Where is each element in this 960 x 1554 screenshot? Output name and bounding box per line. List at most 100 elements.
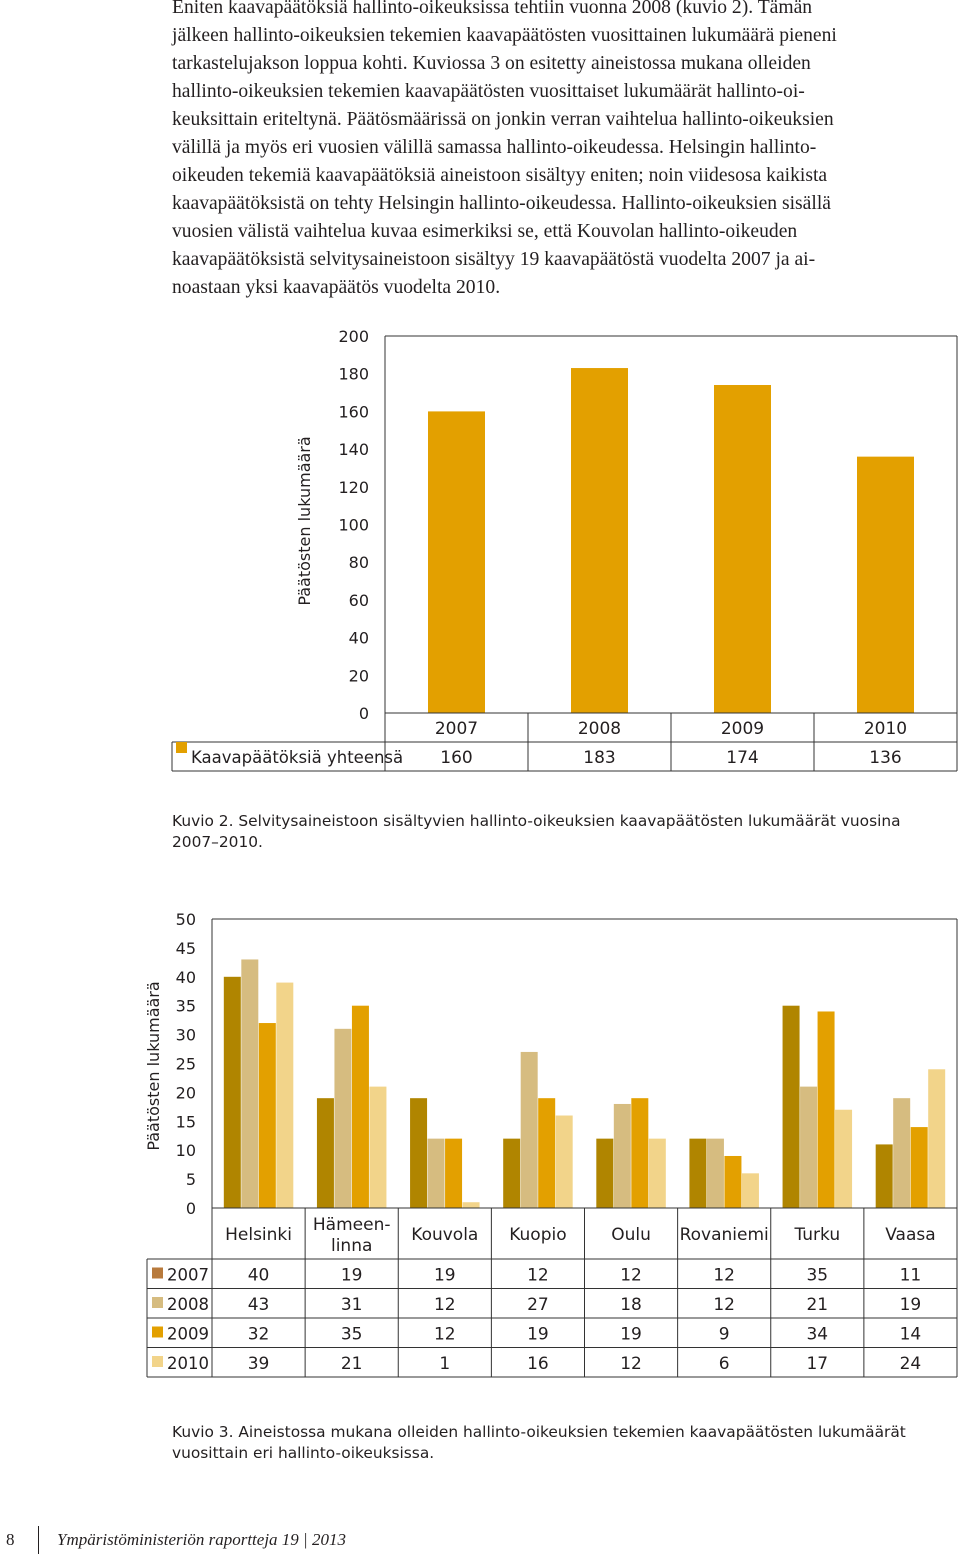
- table-value: 6: [719, 1354, 730, 1374]
- table-value: 183: [583, 748, 615, 768]
- bar-2008: [893, 1098, 911, 1208]
- table-value: 35: [341, 1325, 363, 1345]
- chart-kuvio-2: 0 20 40 60 80 100 120 140 160 180 200 Päätösten luk…: [171, 327, 958, 772]
- y-tick-label: 0: [359, 704, 369, 723]
- bar-2010: [369, 1086, 387, 1208]
- table-value: 12: [620, 1354, 642, 1374]
- table-value: 160: [440, 748, 472, 768]
- y-tick-label: 40: [349, 629, 369, 648]
- x-category-label: Vaasa: [885, 1225, 935, 1245]
- body-line: vuosien välistä vaihtelua kuvaa esimerki…: [172, 221, 798, 242]
- body-line: tarkastelujakson loppua kohti. Kuviossa …: [172, 53, 811, 74]
- bar-2009: [351, 1005, 369, 1208]
- table-value: 24: [900, 1354, 922, 1374]
- bar-2008: [800, 1086, 818, 1208]
- table-value: 21: [806, 1295, 828, 1315]
- y-tick-label: 35: [176, 997, 196, 1016]
- legend-series-name: 2007: [167, 1266, 209, 1285]
- legend-series-name: 2010: [167, 1354, 209, 1373]
- body-line: kaavapäätöksistä on tehty Helsingin hall…: [172, 193, 831, 214]
- x-category-label: Oulu: [611, 1225, 651, 1245]
- table-value: 18: [620, 1295, 642, 1315]
- y-tick-label: 140: [338, 440, 369, 459]
- legend-swatch-2010: [152, 1356, 163, 1367]
- y-tick-label: 45: [176, 939, 196, 958]
- bar-2010: [928, 1069, 946, 1208]
- bar-2010: [648, 1138, 666, 1208]
- table-value: 19: [434, 1266, 456, 1286]
- table-value: 14: [900, 1325, 922, 1345]
- table-value: 12: [527, 1266, 549, 1286]
- y-tick-label: 200: [338, 327, 369, 346]
- body-line: välillä ja myös eri vuosien välillä sama…: [172, 137, 817, 158]
- page-footer: 8 Ympäristöministeriön raportteja 19 | 2…: [0, 1526, 960, 1554]
- table-value: 19: [900, 1295, 922, 1315]
- body-line: oikeuden tekemiä kaavapäätöksiä aineisto…: [172, 165, 828, 186]
- bar-2010: [555, 1115, 573, 1208]
- bar-2007: [316, 1098, 334, 1208]
- x-category-label: Hämeen-linna: [313, 1215, 391, 1256]
- x-category-label: Kouvola: [411, 1225, 478, 1245]
- bar-2008: [241, 959, 259, 1208]
- y-tick-label: 60: [349, 591, 369, 610]
- y-tick-label: 80: [349, 553, 369, 572]
- x-category-label: Turku: [793, 1225, 840, 1245]
- legend-series-name: 2008: [167, 1295, 209, 1314]
- body-line: Eniten kaavapäätöksiä hallinto-oikeuksis…: [172, 0, 813, 18]
- table-value: 34: [806, 1325, 828, 1345]
- y-tick-label: 40: [176, 968, 196, 987]
- bar-2008: [571, 368, 628, 713]
- bar-2008: [706, 1138, 724, 1208]
- body-line: jälkeen hallinto-oikeuksien tekemien kaa…: [172, 25, 837, 46]
- table-value: 40: [248, 1266, 270, 1286]
- table-value: 12: [434, 1295, 456, 1315]
- bar-2009: [445, 1138, 463, 1208]
- publication-series: Ympäristöministeriön raportteja 19 | 201…: [57, 1530, 346, 1549]
- legend-swatch-2009: [152, 1326, 163, 1338]
- x-category-label: Kuopio: [509, 1225, 566, 1245]
- chart-kuvio-3: 0 5 10 15 20 25 30 35 40 45 50 Päätösten lukumäärä H…: [144, 910, 958, 1378]
- bar-2007: [875, 1144, 893, 1208]
- table-value: 35: [806, 1266, 828, 1286]
- y-tick-label: 30: [176, 1026, 196, 1045]
- y-tick-label: 15: [176, 1112, 196, 1131]
- table-value: 1: [439, 1354, 450, 1374]
- bar-2008: [613, 1103, 631, 1208]
- table-value: 12: [620, 1266, 642, 1286]
- bar-2008: [334, 1028, 352, 1208]
- table-value: 43: [248, 1295, 270, 1315]
- x-category-label-line: linna: [331, 1236, 372, 1256]
- y-tick-label: 120: [338, 478, 369, 497]
- legend-swatch-2008: [152, 1297, 163, 1308]
- table-value: 32: [248, 1325, 270, 1345]
- bar-2010: [857, 456, 914, 713]
- bar-2010: [276, 982, 294, 1208]
- bar-2007: [223, 976, 241, 1208]
- x-category-label: Helsinki: [225, 1225, 292, 1245]
- bar-2009: [714, 385, 771, 713]
- bar-2009: [258, 1023, 276, 1208]
- bar-2009: [538, 1098, 556, 1208]
- bar-2010: [462, 1202, 480, 1208]
- y-tick-label: 20: [349, 666, 369, 685]
- y-tick-label: 25: [176, 1055, 196, 1074]
- table-value: 12: [434, 1325, 456, 1345]
- bar-2007: [503, 1138, 521, 1208]
- table-value: 39: [248, 1354, 270, 1374]
- bar-2007: [689, 1138, 707, 1208]
- x-category-label: 2008: [578, 719, 621, 739]
- legend-swatch: [176, 742, 187, 753]
- x-category-label: 2009: [721, 719, 764, 739]
- table-value: 174: [726, 748, 758, 768]
- y-tick-label: 10: [176, 1141, 196, 1160]
- legend-series-name: Kaavapäätöksiä yhteensä: [191, 748, 403, 767]
- y-tick-label: 180: [338, 365, 369, 384]
- caption-kuvio-3: Kuvio 3. Aineistossa mukana olleiden hal…: [172, 1423, 906, 1462]
- y-axis-label: Päätösten lukumäärä: [295, 436, 314, 605]
- page-number: 8: [6, 1530, 15, 1549]
- x-category-label-line: Hämeen-: [313, 1215, 391, 1235]
- table-value: 19: [341, 1266, 363, 1286]
- table-value: 9: [719, 1325, 730, 1345]
- table-value: 12: [713, 1266, 735, 1286]
- bar-2007: [410, 1098, 428, 1208]
